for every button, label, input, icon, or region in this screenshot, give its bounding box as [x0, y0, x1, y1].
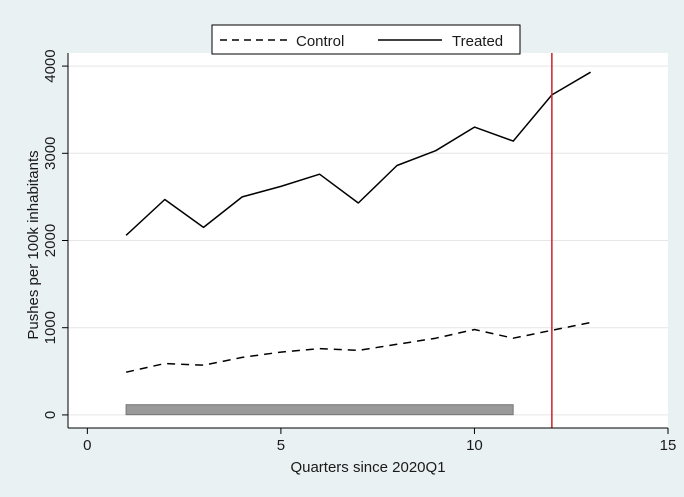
series-line-control [125, 321, 591, 373]
axes: 0 1000 2000 3000 4000 0 5 10 15 [42, 49, 676, 454]
legend: Control Treated [211, 24, 521, 55]
y-tick-label-2000: 2000 [42, 224, 59, 257]
series-layer [125, 71, 591, 373]
y-axis-title: Pushes per 100k inhabitants [25, 150, 42, 339]
legend-label-treated: Treated [452, 33, 503, 50]
x-tick-label-10: 10 [466, 437, 483, 454]
range-bar [125, 404, 514, 416]
x-tick-label-15: 15 [660, 437, 677, 454]
y-tick-label-0: 0 [42, 411, 59, 419]
y-tick-label-4000: 4000 [42, 49, 59, 82]
x-tick-label-0: 0 [83, 437, 91, 454]
y-tick-label-1000: 1000 [42, 311, 59, 344]
legend-box [211, 24, 521, 55]
x-tick-label-5: 5 [277, 437, 285, 454]
x-axis-title: Quarters since 2020Q1 [290, 459, 445, 476]
series-line-treated [125, 71, 591, 236]
legend-label-control: Control [296, 33, 344, 50]
y-tick-label-3000: 3000 [42, 137, 59, 170]
range-bar-layer [125, 404, 514, 416]
